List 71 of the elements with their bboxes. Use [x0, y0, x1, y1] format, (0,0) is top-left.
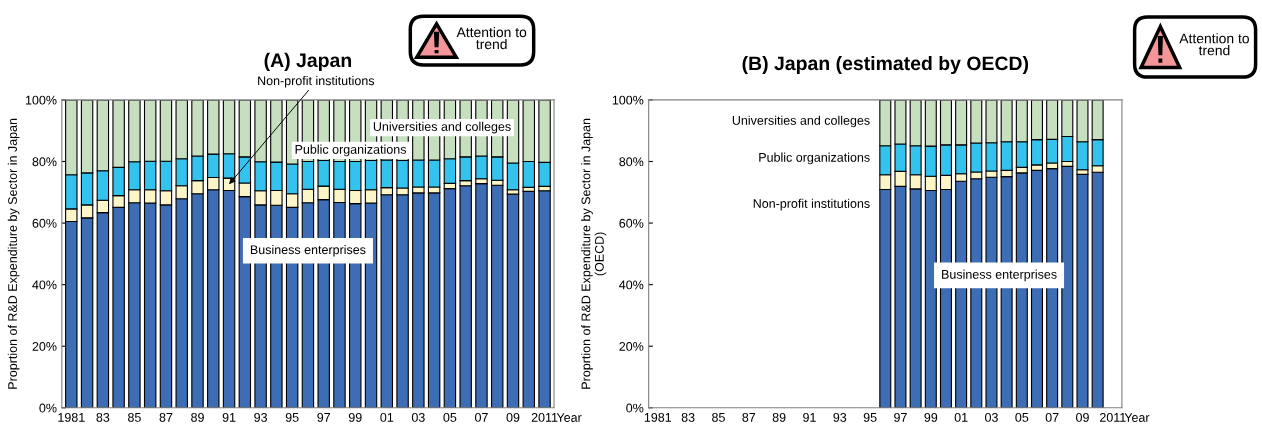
x-tick-label: 1981 [58, 412, 85, 422]
x-tick-label: 85 [127, 412, 141, 422]
bar [538, 190, 551, 408]
bar [1076, 173, 1089, 408]
x-tick-label: 83 [96, 412, 110, 422]
y-axis-title: Proprtion of R&D Expenditure by Sector in Japan [7, 118, 20, 389]
bar [490, 184, 504, 408]
x-tick-label: 83 [681, 412, 695, 422]
y-tick-label: 40% [619, 280, 644, 290]
y-tick-label: 100% [612, 95, 644, 105]
x-tick-label: 03 [411, 412, 425, 422]
x-tick-label: 89 [191, 412, 204, 422]
text: Attention to trend [1179, 33, 1249, 56]
y-tick-label: 60% [619, 218, 644, 228]
x-tick-label: 2011 [531, 412, 558, 422]
bar [459, 185, 472, 408]
bar [427, 192, 441, 408]
x-tick-label: 91 [222, 412, 236, 422]
y-tick-label: 0% [39, 403, 57, 413]
x-tick-label: 89 [772, 412, 786, 422]
series-label: Business enterprises [942, 269, 1057, 282]
x-tick-label: 91 [803, 412, 816, 422]
x-tick-label: 99 [924, 412, 938, 422]
bar [1061, 165, 1074, 408]
text: Attention to trend [456, 27, 527, 50]
x-tick-label: 1981 [644, 412, 672, 422]
x-tick-label: 97 [317, 412, 331, 422]
y-tick-label: 20% [32, 342, 57, 351]
x-tick-label: 09 [1076, 412, 1089, 422]
series-label: Non-profit institutions [753, 198, 870, 211]
x-axis-title: Year [556, 413, 582, 422]
x-tick-label: 97 [894, 412, 907, 422]
x-tick-label: 01 [954, 412, 968, 422]
x-tick-label: 2011 [1100, 412, 1126, 422]
x-tick-label: 93 [254, 412, 268, 422]
y-tick-label: 100% [25, 95, 57, 105]
x-tick-label: 09 [506, 412, 520, 422]
chart-title: (B) Japan (estimated by OECD) [742, 55, 1029, 75]
x-tick-label: 93 [833, 412, 847, 422]
bar [443, 188, 457, 408]
bar [412, 192, 425, 408]
x-axis-title: Year [1124, 413, 1150, 422]
x-tick-label: 87 [742, 412, 756, 422]
x-tick-label: 05 [1015, 412, 1029, 422]
bar [506, 193, 520, 408]
series-label: Business enterprises [250, 244, 366, 257]
series-label: Universities and colleges [732, 115, 870, 128]
x-tick-label: 03 [985, 412, 998, 422]
x-tick-label: 87 [159, 412, 173, 422]
series-label: Public organizations [759, 152, 870, 165]
x-tick-label: 99 [348, 412, 362, 422]
chart-title: (A) Japan [264, 52, 352, 71]
bar [475, 183, 488, 408]
y-tick-label: 20% [619, 342, 644, 351]
series-label: Universities and colleges [373, 121, 511, 134]
y-tick-label: 60% [32, 218, 57, 228]
x-tick-label: 07 [474, 412, 488, 422]
bar [522, 190, 536, 408]
x-tick-label: 95 [863, 412, 877, 422]
y-tick-label: 80% [32, 157, 57, 167]
x-tick-label: 85 [712, 412, 725, 422]
x-tick-label: 05 [443, 412, 457, 422]
y-tick-label: 0% [626, 403, 644, 413]
x-tick-label: 95 [285, 412, 299, 422]
x-tick-label: 01 [380, 412, 394, 422]
y-tick-label: 80% [619, 157, 644, 167]
series-label: Public organizations [295, 144, 407, 157]
text: Non-profit institutions [258, 75, 375, 88]
y-tick-label: 40% [32, 280, 57, 290]
x-tick-label: 07 [1045, 412, 1059, 422]
y-axis-title: Proprtion of R&D Expenditure by Sector in Japan (OECD) [581, 118, 607, 389]
